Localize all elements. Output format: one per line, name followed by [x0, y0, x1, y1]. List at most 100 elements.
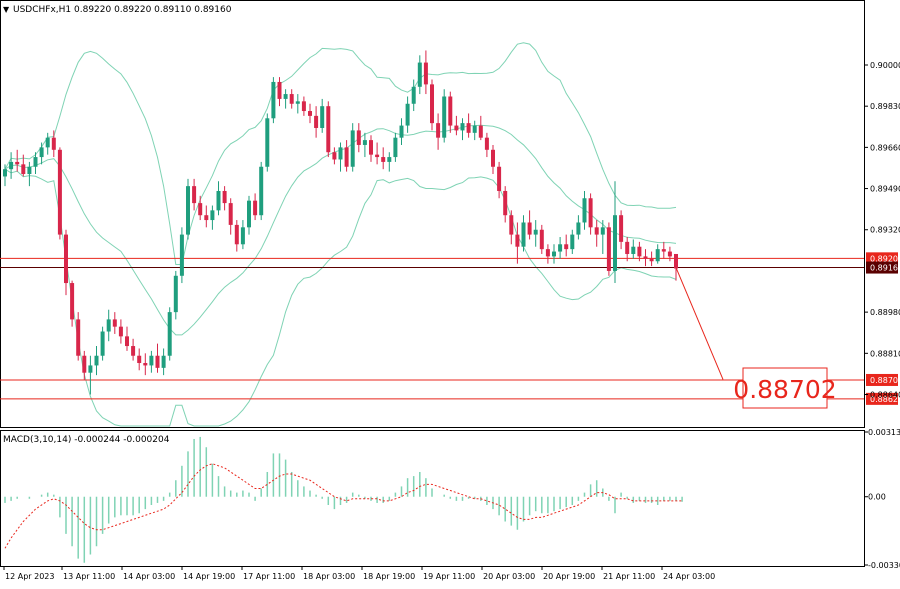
candle-body: [613, 215, 617, 271]
price-axis-label: 0.88640: [870, 391, 900, 400]
candle: [338, 142, 343, 172]
candle: [381, 147, 386, 170]
candle-body: [15, 161, 20, 165]
candle: [588, 193, 593, 235]
candle-body: [369, 140, 373, 155]
candle: [472, 120, 477, 141]
candle: [204, 205, 209, 228]
candle: [332, 147, 337, 165]
candle-body: [619, 215, 624, 242]
macd-panel[interactable]: [0, 430, 865, 567]
candle: [88, 355, 93, 395]
candle: [393, 132, 398, 162]
candle: [247, 195, 251, 235]
candle: [527, 210, 532, 240]
symbol-info: USDCHFx,H1 0.89220 0.89220 0.89110 0.891…: [13, 5, 232, 15]
candle-body: [210, 210, 215, 221]
candle: [344, 140, 349, 172]
candle-body: [271, 81, 276, 119]
candle: [265, 113, 270, 172]
candle: [308, 103, 312, 124]
candle-body: [460, 123, 465, 131]
candle: [82, 350, 87, 380]
price-panel[interactable]: [0, 0, 865, 428]
candle: [3, 164, 7, 187]
candle-body: [454, 125, 459, 131]
candle-body: [247, 200, 251, 228]
candle-body: [527, 222, 532, 235]
candle-body: [362, 140, 367, 145]
candle-body: [320, 106, 325, 128]
candle-body: [332, 152, 337, 160]
candle-body: [51, 137, 56, 150]
menu-triangle-icon[interactable]: ▼: [3, 5, 10, 14]
price-axis-label: 0.90000: [870, 61, 900, 70]
candle: [503, 186, 508, 223]
candle-body: [484, 137, 489, 150]
time-axis-label: 20 Apr 19:00: [543, 572, 595, 581]
candle-body: [637, 246, 642, 257]
candle-body: [600, 227, 605, 235]
candle-body: [594, 227, 599, 235]
candle-body: [375, 154, 380, 158]
price-level-tag-label: 0.89164: [870, 264, 900, 273]
candle: [210, 205, 215, 230]
candle: [70, 280, 75, 327]
candle: [442, 89, 447, 143]
candle-body: [192, 186, 197, 204]
candle-body: [112, 319, 117, 327]
candle: [405, 96, 410, 133]
candle: [39, 142, 44, 165]
candle: [51, 130, 56, 158]
candle: [674, 253, 678, 281]
time-axis-label: 14 Apr 03:00: [123, 572, 175, 581]
price-level-tag: [866, 252, 898, 265]
candle: [283, 89, 288, 109]
candle: [271, 77, 276, 124]
candle: [619, 210, 624, 250]
candle: [454, 115, 459, 136]
candle-body: [552, 251, 556, 257]
candle-body: [393, 137, 398, 158]
candle: [570, 229, 575, 254]
candle: [564, 234, 569, 257]
candle-body: [411, 86, 416, 104]
price-level-tag: [866, 373, 898, 386]
candle-body: [204, 215, 209, 221]
candle-body: [570, 234, 575, 250]
candle-body: [173, 275, 178, 313]
candle: [118, 319, 123, 344]
candle-body: [472, 125, 477, 133]
candle-body: [82, 355, 87, 373]
time-axis-label: 17 Apr 11:00: [243, 572, 295, 581]
price-axis-label: 0.89660: [870, 143, 900, 152]
candle-body: [521, 222, 526, 247]
candle: [533, 220, 538, 247]
candle-body: [308, 111, 312, 116]
candle-body: [64, 234, 68, 284]
candle: [228, 198, 233, 235]
candle: [45, 132, 50, 155]
candle-body: [625, 241, 630, 254]
candle-body: [301, 101, 306, 112]
candle: [460, 118, 465, 141]
candle: [9, 152, 14, 179]
candle-body: [466, 123, 471, 133]
candle: [552, 244, 556, 264]
candle: [155, 343, 160, 373]
candle: [417, 55, 422, 95]
candle-body: [655, 249, 660, 262]
candle-body: [45, 137, 50, 148]
time-axis-label: 19 Apr 11:00: [423, 572, 475, 581]
candle-body: [436, 123, 441, 138]
candle-body: [405, 103, 410, 126]
candle: [521, 215, 526, 252]
axes: 0.90000 0.89830 0.89660 0.89490 0.89320 0.889…: [3, 61, 900, 581]
candle: [131, 338, 136, 361]
candle: [100, 326, 105, 361]
candle-body: [661, 249, 666, 252]
price-level-tag: [866, 261, 898, 274]
candle: [613, 181, 617, 284]
